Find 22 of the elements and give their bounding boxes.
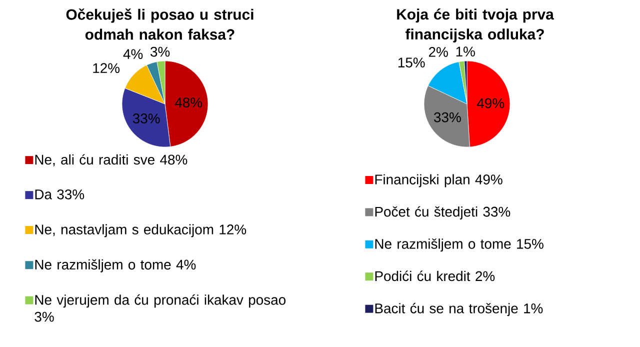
legend-label: Podići ću kredit 2%: [375, 270, 495, 282]
legend-label: Ne, nastavljam s edukacijom 12%: [35, 224, 246, 238]
data-label: 12%: [93, 63, 120, 73]
chart-title: Očekuješ li posao u struci odmah nakon faksa?: [66, 8, 254, 40]
legend-label: Ne razmišljem o tome 4%: [35, 259, 196, 272]
legend-label: Da 33%: [35, 189, 84, 200]
legend-label: Bacit ću se na trošenje 1%: [375, 302, 543, 316]
data-label: 15%: [398, 58, 425, 68]
data-label: 1%: [456, 46, 475, 56]
data-label: 49%: [476, 98, 504, 108]
data-label: 4%: [123, 49, 143, 59]
legend-label: Financijski plan 49%: [375, 174, 502, 188]
data-label: 33%: [434, 112, 461, 122]
legend-label: Ne, ali ću raditi sve 48%: [35, 154, 188, 166]
data-label: 33%: [132, 114, 160, 124]
chart-title: Koja će biti tvoja prva financijska odluka?: [397, 8, 554, 42]
data-label: 2%: [428, 47, 448, 57]
legend-label: Ne vjerujem da ću pronaći ikakav posao 3%: [34, 294, 286, 322]
data-label: 48%: [174, 98, 202, 108]
legend-label: Ne razmišljem o tome 15%: [375, 238, 544, 252]
legend-label: Počet ću štedjeti 33%: [375, 206, 510, 220]
data-label: 3%: [150, 46, 170, 57]
